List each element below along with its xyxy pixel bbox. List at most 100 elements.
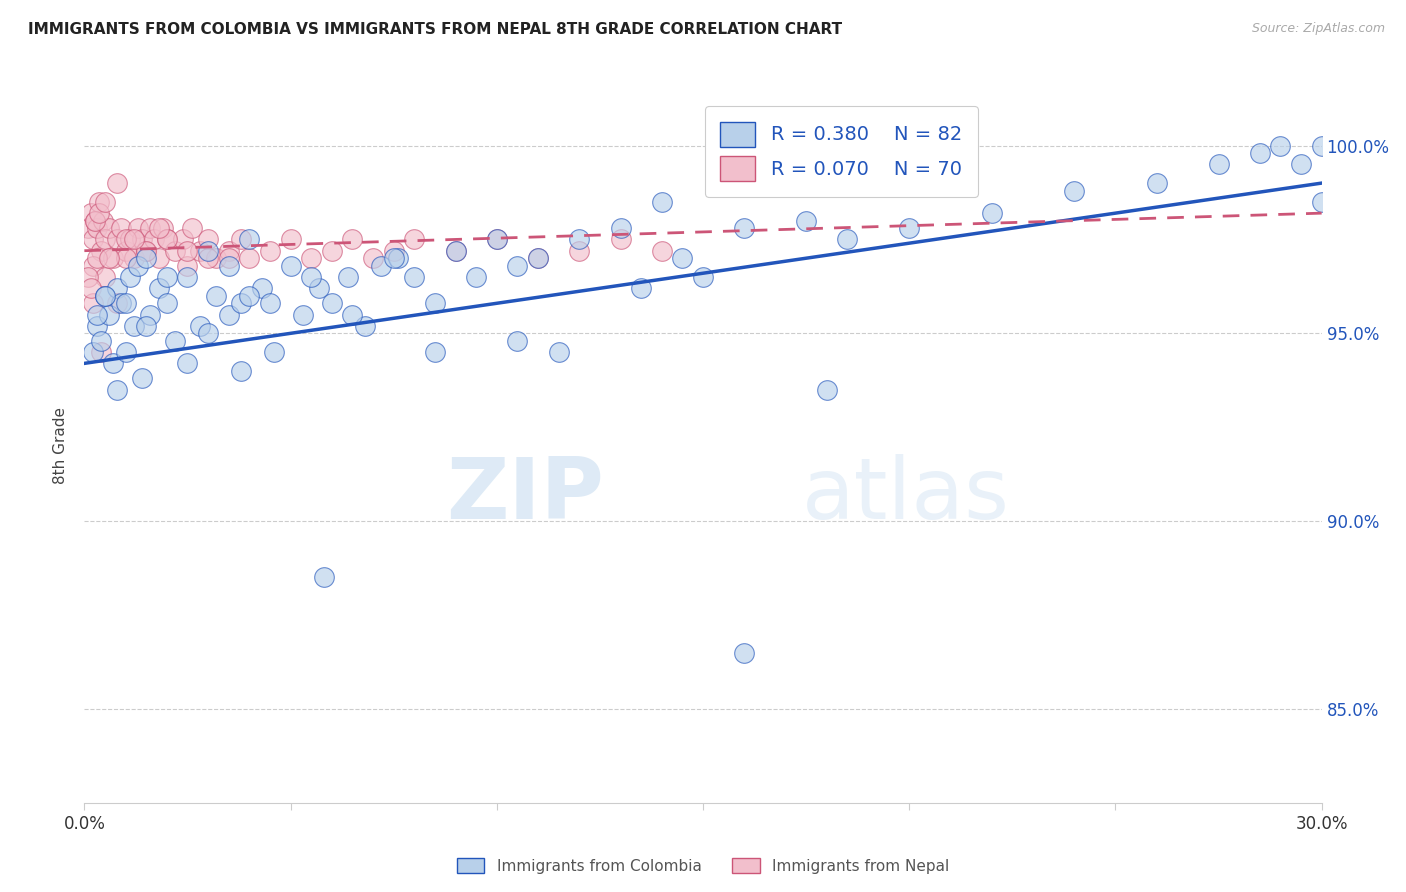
Point: [218, 308, 240, 322]
Point: [148, 221, 170, 235]
Point: [465, 270, 488, 285]
Point: [238, 289, 260, 303]
Point: [79, 281, 101, 295]
Point: [176, 270, 198, 285]
Point: [1208, 157, 1230, 171]
Point: [651, 244, 673, 258]
Point: [188, 318, 211, 333]
Point: [370, 259, 392, 273]
Text: Source: ZipAtlas.com: Source: ZipAtlas.com: [1251, 22, 1385, 36]
Point: [148, 251, 170, 265]
Point: [609, 221, 631, 235]
Point: [353, 318, 375, 333]
Point: [105, 176, 128, 190]
Point: [299, 270, 322, 285]
Point: [218, 251, 240, 265]
Text: IMMIGRANTS FROM COLOMBIA VS IMMIGRANTS FROM NEPAL 8TH GRADE CORRELATION CHART: IMMIGRANTS FROM COLOMBIA VS IMMIGRANTS F…: [28, 22, 842, 37]
Point: [382, 244, 405, 258]
Point: [114, 244, 136, 258]
Point: [103, 356, 125, 370]
Point: [506, 259, 529, 273]
Point: [172, 232, 194, 246]
Point: [671, 251, 693, 265]
Point: [79, 206, 101, 220]
Point: [1310, 194, 1333, 209]
Point: [444, 244, 467, 258]
Point: [1270, 138, 1292, 153]
Point: [156, 232, 179, 246]
Point: [342, 308, 364, 322]
Point: [205, 251, 228, 265]
Point: [527, 251, 550, 265]
Point: [94, 194, 117, 209]
Point: [152, 221, 174, 235]
Point: [299, 251, 322, 265]
Point: [143, 232, 166, 246]
Point: [98, 221, 121, 235]
Point: [1310, 138, 1333, 153]
Point: [259, 244, 281, 258]
Point: [794, 213, 817, 227]
Point: [118, 232, 141, 246]
Point: [156, 270, 179, 285]
Point: [1249, 146, 1271, 161]
Point: [197, 244, 219, 258]
Point: [139, 308, 162, 322]
Point: [312, 570, 335, 584]
Point: [77, 221, 100, 235]
Point: [165, 334, 187, 348]
Point: [404, 270, 426, 285]
Point: [321, 296, 343, 310]
Point: [229, 296, 252, 310]
Legend: R = 0.380    N = 82, R = 0.070    N = 70: R = 0.380 N = 82, R = 0.070 N = 70: [704, 106, 977, 197]
Point: [485, 232, 508, 246]
Point: [342, 232, 364, 246]
Point: [156, 232, 179, 246]
Point: [387, 251, 409, 265]
Point: [122, 251, 145, 265]
Point: [238, 251, 260, 265]
Point: [898, 221, 921, 235]
Point: [238, 232, 260, 246]
Point: [485, 232, 508, 246]
Point: [361, 251, 384, 265]
Point: [105, 296, 128, 310]
Point: [135, 244, 157, 258]
Point: [110, 296, 132, 310]
Point: [444, 244, 467, 258]
Point: [114, 251, 136, 265]
Point: [82, 259, 104, 273]
Point: [218, 244, 240, 258]
Point: [188, 244, 211, 258]
Point: [131, 232, 153, 246]
Point: [547, 345, 569, 359]
Point: [527, 251, 550, 265]
Point: [98, 251, 121, 265]
Point: [86, 251, 108, 265]
Point: [568, 232, 591, 246]
Point: [404, 232, 426, 246]
Point: [176, 244, 198, 258]
Point: [105, 383, 128, 397]
Point: [103, 251, 125, 265]
Point: [733, 646, 755, 660]
Point: [82, 345, 104, 359]
Text: ZIP: ZIP: [446, 454, 605, 538]
Point: [506, 334, 529, 348]
Point: [135, 244, 157, 258]
Point: [105, 232, 128, 246]
Point: [90, 244, 112, 258]
Point: [122, 232, 145, 246]
Point: [110, 221, 132, 235]
Point: [692, 270, 714, 285]
Point: [321, 244, 343, 258]
Point: [127, 221, 149, 235]
Point: [83, 213, 105, 227]
Point: [139, 221, 162, 235]
Point: [94, 289, 117, 303]
Point: [291, 308, 314, 322]
Point: [197, 326, 219, 341]
Point: [980, 206, 1002, 220]
Point: [127, 259, 149, 273]
Y-axis label: 8th Grade: 8th Grade: [53, 408, 69, 484]
